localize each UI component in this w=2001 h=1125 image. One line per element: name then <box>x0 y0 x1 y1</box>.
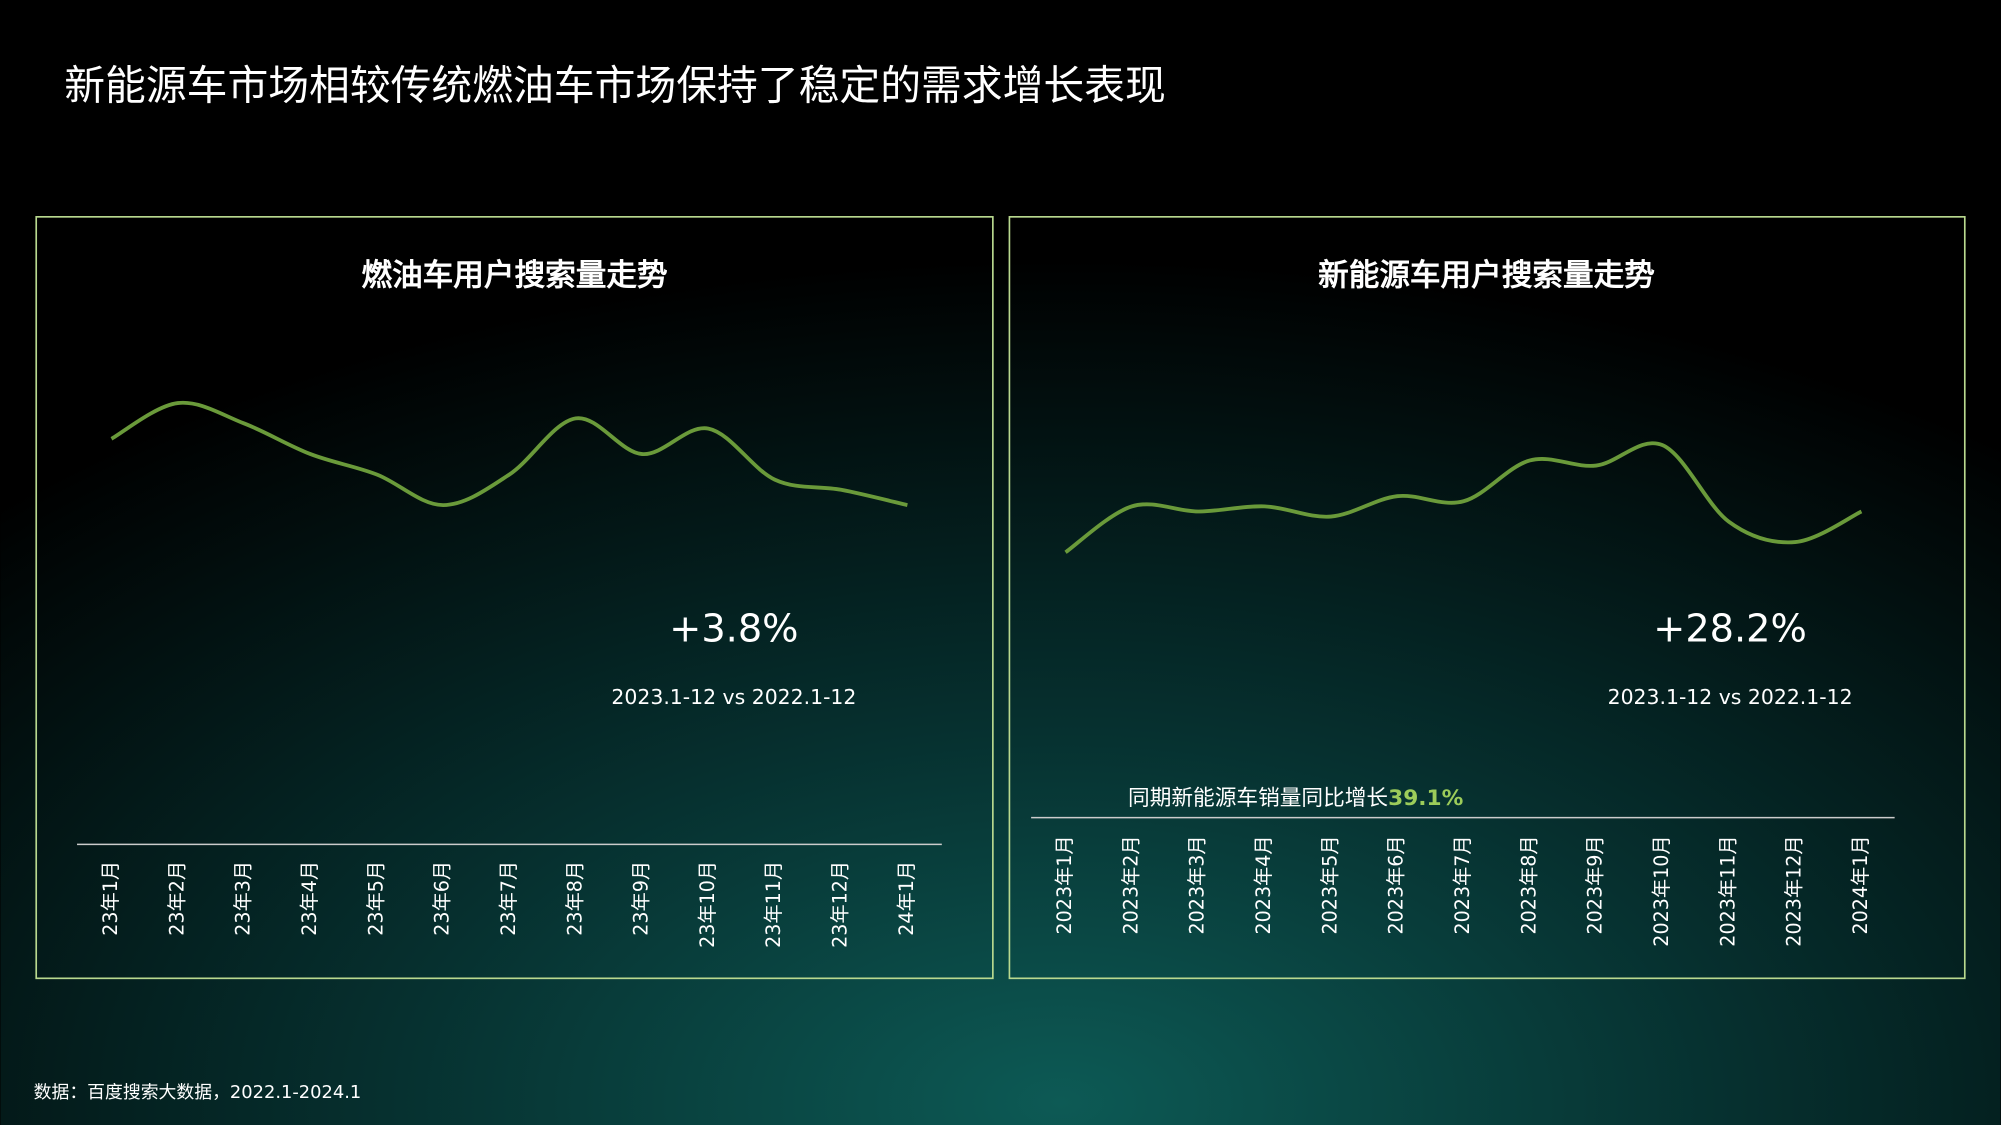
growth: +28.2% <box>1653 607 1807 652</box>
x-tick-label: 23年8月 <box>563 861 586 936</box>
line <box>110 400 908 508</box>
chart-title: 新能源车用户搜索量走势 <box>1318 259 1655 294</box>
x-tick-label: 24年1月 <box>895 861 918 936</box>
x-tick-label: 23年6月 <box>431 861 454 936</box>
x-tick-label: 2023年9月 <box>1584 835 1607 934</box>
x-tick-label: 2023年10月 <box>1650 835 1673 946</box>
x-tick-label: 2023年11月 <box>1716 835 1739 946</box>
x-tick-label: 2023年2月 <box>1119 835 1142 934</box>
period: 2023.1-12 vs 2022.1-12 <box>1608 685 1853 709</box>
x-tick-label: 2023年5月 <box>1318 835 1341 934</box>
page-title: 新能源车市场相较传统燃油车市场保持了稳定的需求增长表现 <box>64 61 1166 109</box>
line <box>1064 441 1863 554</box>
x-tick-label: 2024年1月 <box>1849 835 1872 934</box>
x-tick-label: 2023年12月 <box>1783 835 1806 946</box>
x-tick-label: 23年12月 <box>829 861 852 948</box>
x-tick-label: 23年10月 <box>696 861 719 948</box>
panel <box>35 216 994 980</box>
x-tick-label: 2023年6月 <box>1385 835 1408 934</box>
x-tick-label: 2023年8月 <box>1517 835 1540 934</box>
x-tick-label: 23年11月 <box>762 861 785 948</box>
panel <box>1008 216 1966 980</box>
x-tick-label: 23年7月 <box>497 861 520 936</box>
note-text: 同期新能源车销量同比增长 <box>1128 786 1388 811</box>
x-tick-label: 23年4月 <box>298 861 321 936</box>
period: 2023.1-12 vs 2022.1-12 <box>611 685 856 709</box>
x-tick-label: 2023年1月 <box>1053 835 1076 934</box>
note-value: 39.1% <box>1388 786 1463 811</box>
x-tick-label: 23年1月 <box>99 861 122 936</box>
x-tick-label: 23年3月 <box>232 861 255 936</box>
x-tick-label: 2023年3月 <box>1186 835 1209 934</box>
x-tick-label: 2023年4月 <box>1252 835 1275 934</box>
growth: +3.8% <box>669 607 798 652</box>
x-tick-label: 2023年7月 <box>1451 835 1474 934</box>
x-tick-label: 23年2月 <box>165 861 188 936</box>
chart-title: 燃油车用户搜索量走势 <box>361 259 667 294</box>
x-tick-label: 23年5月 <box>364 861 387 936</box>
note: 同期新能源车销量同比增长39.1% <box>1128 786 1464 811</box>
x-tick-label: 23年9月 <box>630 861 653 936</box>
source: 数据：百度搜索大数据，2022.1-2024.1 <box>34 1082 362 1103</box>
